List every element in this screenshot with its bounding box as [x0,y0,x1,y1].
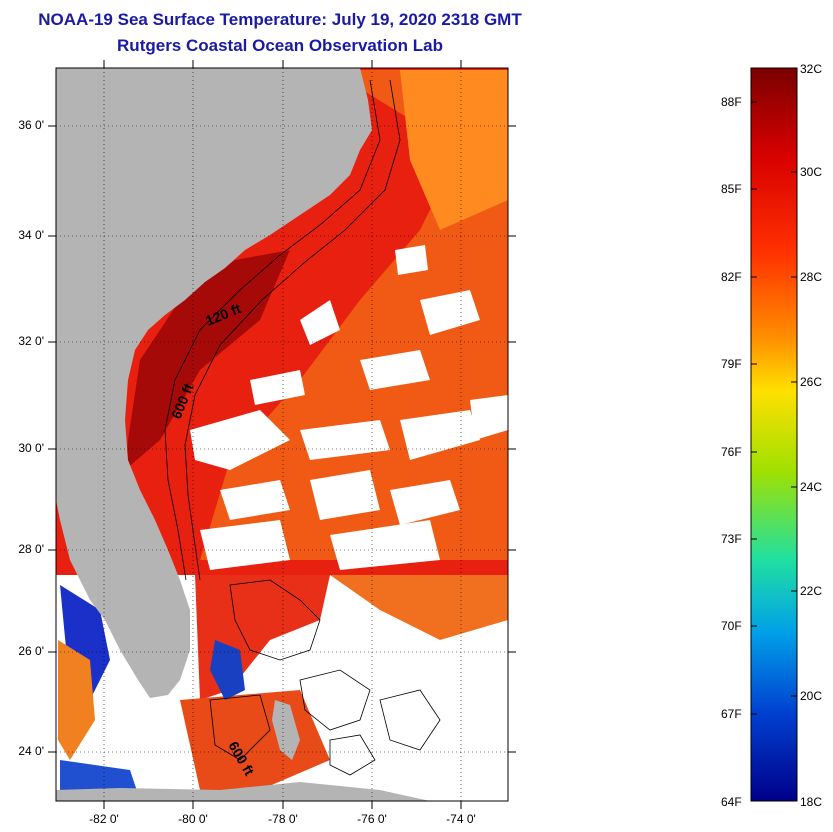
colorbar-label-79f: 79F [721,357,742,371]
lon-label-82: -82 0' [89,812,119,826]
land-mass-cuba [56,782,430,801]
map-title: NOAA-19 Sea Surface Temperature: July 19… [38,10,522,29]
land-mass-us [56,68,372,698]
colorbar-label-30c: 30C [800,165,823,179]
lon-label-76: -76 0' [357,812,387,826]
lat-label-30: 30 0' [18,441,44,455]
gulf-stream-band [400,70,508,230]
map-subtitle: Rutgers Coastal Ocean Observation Lab [117,36,443,55]
graticule [56,68,508,801]
colorbar-label-70f: 70F [721,619,742,633]
colorbar-ticks [751,101,797,715]
colorbar-label-76f: 76F [721,445,742,459]
bahamas-cool-patches [210,640,245,700]
lon-label-78: -78 0' [268,812,298,826]
lat-label-32: 32 0' [18,334,44,348]
colorbar-label-24c: 24C [800,480,823,494]
land-mass-andros [272,700,300,760]
lat-label-26: 26 0' [18,644,44,658]
gulf-warm-patches [58,640,95,760]
southern-orange-patches [330,575,508,640]
colorbar-label-64f: 64F [721,795,742,809]
colorbar-label-88f: 88F [721,95,742,109]
lon-label-74: -74 0' [446,812,476,826]
lon-label-80: -80 0' [178,812,208,826]
lat-label-34: 34 0' [18,228,44,242]
colorbar-label-20c: 20C [800,689,823,703]
lat-label-36: 36 0' [18,118,44,132]
colorbar-label-82f: 82F [721,270,742,284]
colorbar-label-18c: 18C [800,795,823,809]
colorbar-label-22c: 22C [800,584,823,598]
map-frame [55,67,509,802]
colorbar-label-28c: 28C [800,270,823,284]
nearshore-hot-band [125,250,290,470]
frame-ticks [48,60,516,809]
colorbar-label-67f: 67F [721,707,742,721]
isobath-contours [164,79,441,776]
cloud-mask [58,200,508,570]
colorbar [750,67,798,802]
colorbar-label-73f: 73F [721,532,742,546]
colorbar-label-26c: 26C [800,375,823,389]
colorbar-label-32c: 32C [800,62,823,76]
lat-label-24: 24 0' [18,744,44,758]
lat-label-28: 28 0' [18,542,44,556]
colorbar-label-85f: 85F [721,182,742,196]
